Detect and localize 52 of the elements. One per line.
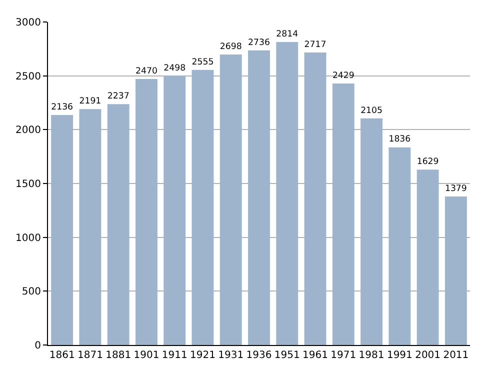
bar — [135, 79, 158, 345]
y-tick-label: 2000 — [16, 125, 41, 136]
x-tick-label: 1961 — [302, 350, 328, 361]
data-label: 2717 — [304, 40, 326, 50]
x-tick-label: 1991 — [386, 350, 412, 361]
bar — [220, 54, 242, 345]
x-tick-label: 1861 — [49, 350, 75, 361]
y-tick-label: 1000 — [16, 232, 41, 244]
x-tick-label: 1936 — [246, 350, 272, 361]
data-label: 1379 — [444, 184, 467, 194]
y-tick-label: 0 — [34, 340, 41, 352]
bar — [276, 42, 298, 345]
x-tick-label: 2001 — [415, 350, 441, 361]
y-tick-label: 1500 — [16, 179, 41, 190]
data-label: 2470 — [136, 66, 158, 76]
data-label: 2191 — [79, 96, 102, 107]
y-tick-label: 2500 — [16, 71, 41, 82]
bar — [332, 83, 354, 345]
data-label: 2736 — [248, 38, 270, 48]
bar — [388, 147, 411, 345]
bar — [192, 70, 214, 345]
bar — [164, 76, 186, 345]
data-label: 2136 — [51, 102, 74, 112]
bar — [360, 118, 383, 345]
bar — [304, 52, 326, 345]
x-tick-label: 1951 — [274, 350, 300, 361]
x-tick-label: 1981 — [358, 350, 384, 361]
x-tick-label: 1901 — [134, 350, 160, 361]
data-label: 2105 — [360, 106, 382, 116]
bar — [79, 109, 102, 345]
bar — [416, 170, 439, 345]
x-tick-label: 1911 — [162, 350, 188, 361]
data-label: 2498 — [164, 63, 186, 74]
bar — [444, 196, 467, 345]
x-tick-label: 1871 — [77, 350, 103, 361]
data-label: 2698 — [220, 42, 242, 52]
x-tick-label: 2011 — [443, 350, 469, 361]
bar — [107, 104, 130, 345]
x-tick-label: 1931 — [218, 350, 244, 361]
bar — [51, 115, 74, 345]
data-label: 2814 — [276, 29, 298, 40]
y-tick-label: 3000 — [16, 18, 41, 28]
x-tick-label: 1881 — [106, 350, 132, 361]
data-label: 1629 — [416, 157, 439, 168]
data-label: 1836 — [388, 134, 411, 145]
y-tick-label: 500 — [22, 286, 41, 298]
data-label: 2429 — [332, 70, 354, 81]
x-tick-label: 1921 — [190, 350, 216, 361]
data-label: 2555 — [192, 57, 214, 68]
x-tick-label: 1971 — [330, 350, 356, 361]
data-label: 2237 — [107, 92, 130, 102]
bar — [248, 50, 270, 345]
